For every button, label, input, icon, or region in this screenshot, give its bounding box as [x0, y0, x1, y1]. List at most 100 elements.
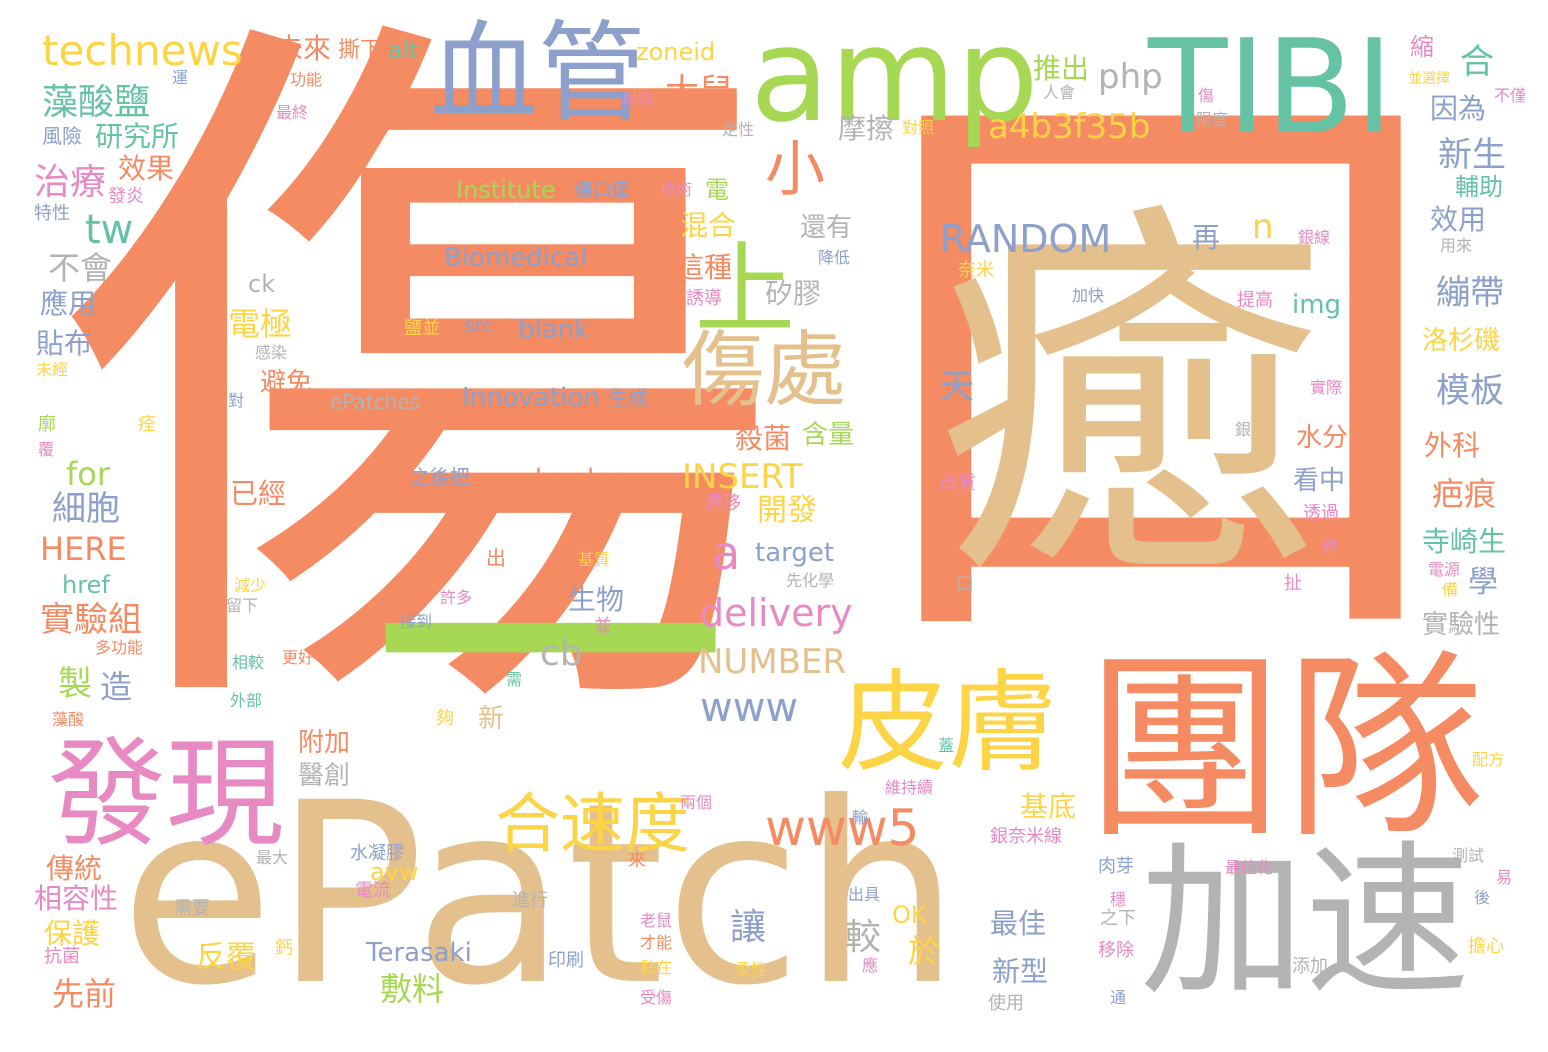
- word: 團隊: [1085, 633, 1486, 866]
- word: 因為: [1430, 92, 1487, 125]
- word: 遷移: [705, 493, 741, 514]
- word: 並選擇: [1408, 71, 1450, 87]
- word: 大鼠: [665, 72, 733, 112]
- word: 降低: [818, 248, 851, 267]
- word: 水分: [1296, 423, 1349, 453]
- word: 肉芽: [1098, 856, 1134, 877]
- word: 才能: [640, 933, 673, 952]
- word: 易: [1496, 868, 1513, 887]
- word: 藻酸: [52, 710, 85, 729]
- word: 傳統: [46, 852, 103, 885]
- word: 許多: [440, 588, 473, 607]
- word: 傷口僅: [575, 180, 629, 201]
- word: 添加: [1292, 956, 1328, 977]
- word: 進行: [512, 890, 548, 911]
- word: 再: [1192, 221, 1221, 254]
- word: ePatch: [120, 749, 961, 1040]
- word: 蓋: [938, 736, 955, 755]
- word: 這種: [676, 251, 733, 284]
- word: 加速: [1140, 826, 1470, 1018]
- word: 未來: [275, 32, 332, 65]
- word: 接到: [400, 612, 433, 631]
- word: 效果: [118, 152, 175, 185]
- word: zoneid: [636, 38, 716, 66]
- word: RANDOM: [940, 217, 1112, 261]
- word: 天: [940, 367, 974, 407]
- word: 看中: [1293, 466, 1346, 496]
- word: 風險: [42, 124, 82, 148]
- word: 相容性: [34, 882, 119, 915]
- word: 受傷: [640, 988, 673, 1007]
- word: 藻酸鹽: [42, 82, 151, 123]
- word: avw: [370, 858, 419, 886]
- word: 傷: [1198, 86, 1215, 105]
- word: 減少: [234, 576, 267, 595]
- word: 配方: [1472, 750, 1505, 769]
- word: ePatches: [330, 390, 420, 414]
- word: 測試: [1452, 846, 1485, 865]
- word: 上: [695, 231, 795, 348]
- word: INSERT: [682, 457, 803, 497]
- word: 混合: [680, 209, 737, 242]
- word: 研究所: [95, 120, 180, 153]
- word: 摩擦: [838, 112, 895, 145]
- word: 於: [908, 932, 941, 970]
- word: 保護: [44, 917, 101, 950]
- word: tw: [85, 207, 134, 253]
- word: 造: [100, 668, 133, 706]
- word: 開發: [757, 493, 817, 528]
- word: 銀線: [1298, 228, 1331, 247]
- word: 對照: [902, 118, 935, 137]
- word: alt: [388, 36, 419, 64]
- word: 先化學: [786, 571, 835, 590]
- word: 定性: [722, 120, 755, 139]
- word: 之下: [1100, 908, 1136, 929]
- word: 並: [594, 616, 612, 637]
- word: delivery: [700, 591, 853, 635]
- word: NUMBER: [698, 642, 847, 682]
- word: 避免: [260, 368, 313, 398]
- word: 銀: [1235, 420, 1252, 439]
- word: 柔性: [735, 960, 768, 979]
- word: 感染: [255, 343, 288, 362]
- word: 輔助: [1455, 173, 1503, 201]
- word: 鹽並: [404, 318, 440, 339]
- word: 發炎: [108, 186, 144, 207]
- word: 電流: [355, 880, 391, 901]
- word: 人會: [1043, 83, 1076, 102]
- word: 口: [840, 0, 1480, 737]
- word: 敷料: [380, 970, 445, 1008]
- word: TIBI: [1148, 11, 1394, 163]
- word: 最大: [256, 848, 289, 867]
- word: 電極: [228, 305, 293, 343]
- word: 製: [58, 664, 92, 704]
- word: 基質: [578, 550, 611, 569]
- word: 寺崎生: [1422, 525, 1507, 558]
- word: 電源: [1428, 560, 1461, 579]
- word: 生成: [608, 386, 648, 410]
- word: 維持續: [885, 778, 934, 797]
- word: 相較: [232, 653, 265, 672]
- word: 合速度: [495, 787, 691, 862]
- word: amp: [750, 0, 1039, 151]
- word: 讓: [730, 907, 767, 948]
- word: 模板: [1436, 371, 1504, 411]
- word: 較: [845, 917, 882, 958]
- word: 老鼠: [640, 911, 673, 930]
- word: 最佳: [990, 907, 1047, 940]
- word: 奈米: [958, 260, 994, 281]
- word: 外科: [1424, 429, 1481, 462]
- word: 銀奈米線: [990, 826, 1062, 847]
- word: 基底: [1020, 790, 1077, 823]
- word: 黏在: [640, 958, 673, 977]
- word: 撕下: [338, 38, 383, 63]
- word: 矽膠: [765, 277, 822, 310]
- word: cb: [540, 633, 583, 674]
- word: 改質: [940, 473, 976, 494]
- word: www: [700, 685, 799, 731]
- word: 扯: [1284, 573, 1302, 594]
- word: 口: [956, 574, 974, 595]
- word: 傷處: [682, 323, 847, 418]
- word: target: [755, 538, 835, 568]
- word: 材料: [622, 90, 655, 109]
